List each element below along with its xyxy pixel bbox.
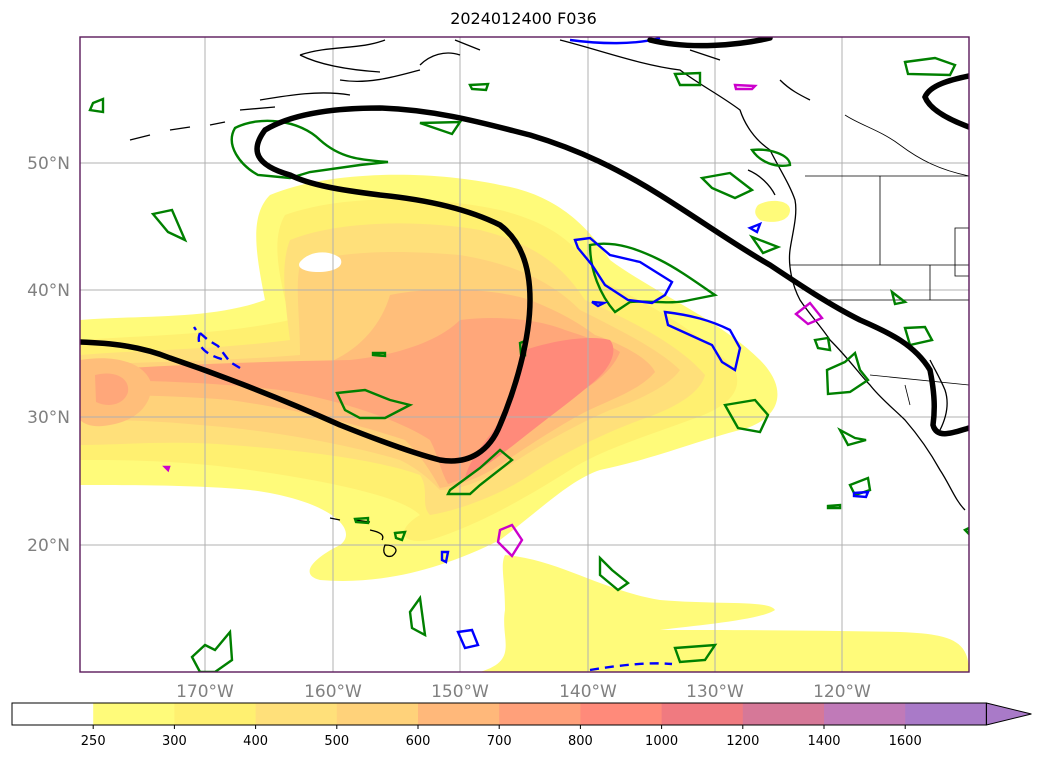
colorbar-segment bbox=[418, 703, 500, 725]
lat-label-40n: 40°N bbox=[27, 281, 70, 301]
ivt-hole bbox=[299, 252, 342, 272]
graticule bbox=[80, 37, 969, 672]
lon-label-160w: 160°W bbox=[304, 682, 362, 702]
colorbar-segment bbox=[12, 703, 94, 725]
colorbar-segment bbox=[661, 703, 744, 725]
colorbar-tick-label: 600 bbox=[406, 734, 431, 749]
lat-label-30n: 30°N bbox=[27, 408, 70, 428]
colorbar-segment bbox=[499, 703, 581, 725]
lat-label-50n: 50°N bbox=[27, 154, 70, 174]
colorbar-tick-label: 400 bbox=[243, 734, 268, 749]
colorbar-segment bbox=[824, 703, 906, 725]
colorbar-tick-label: 250 bbox=[81, 734, 106, 749]
colorbar-segment bbox=[742, 703, 825, 725]
map-frame bbox=[79, 36, 970, 673]
colorbar-tick-label: 1200 bbox=[726, 734, 759, 749]
colorbar-segment bbox=[93, 703, 175, 725]
colorbar-tick-label: 1400 bbox=[807, 734, 840, 749]
lon-label-120w: 120°W bbox=[813, 682, 871, 702]
ivt-band-250-oregon bbox=[755, 200, 790, 222]
colorbar: 250 300 400 500 600 700 800 1000 1200 1400 1600 bbox=[11, 702, 1032, 749]
map-title: 2024012400 F036 bbox=[450, 9, 597, 28]
colorbar-segment bbox=[255, 703, 338, 725]
colorbar-tick-label: 1600 bbox=[889, 734, 922, 749]
ivt-band-250-south bbox=[480, 555, 969, 672]
colorbar-segment bbox=[580, 703, 663, 725]
magenta-contours bbox=[162, 83, 824, 558]
longitude-labels: 170°W 160°W 150°W 140°W 130°W 120°W bbox=[176, 682, 871, 702]
latitude-labels: 50°N 40°N 30°N 20°N bbox=[27, 154, 70, 556]
colorbar-segment bbox=[905, 703, 987, 725]
lon-label-130w: 130°W bbox=[686, 682, 744, 702]
colorbar-tick-label: 500 bbox=[324, 734, 349, 749]
lon-label-140w: 140°W bbox=[559, 682, 617, 702]
jet-contours bbox=[80, 37, 969, 464]
colorbar-tick-label: 700 bbox=[487, 734, 512, 749]
colorbar-segment bbox=[174, 703, 257, 725]
lon-label-150w: 150°W bbox=[431, 682, 489, 702]
colorbar-tick-label: 1000 bbox=[645, 734, 678, 749]
lat-label-20n: 20°N bbox=[27, 536, 70, 556]
ivt-shading bbox=[80, 174, 969, 672]
lon-label-170w: 170°W bbox=[176, 682, 234, 702]
ivt-west-core2 bbox=[95, 373, 129, 405]
coastlines bbox=[129, 39, 966, 558]
ivt-band-800 bbox=[465, 338, 614, 478]
colorbar-extend-arrow bbox=[985, 702, 1032, 726]
colorbar-segment bbox=[336, 703, 419, 725]
colorbar-tick-label: 800 bbox=[568, 734, 593, 749]
colorbar-tick-label: 300 bbox=[162, 734, 187, 749]
